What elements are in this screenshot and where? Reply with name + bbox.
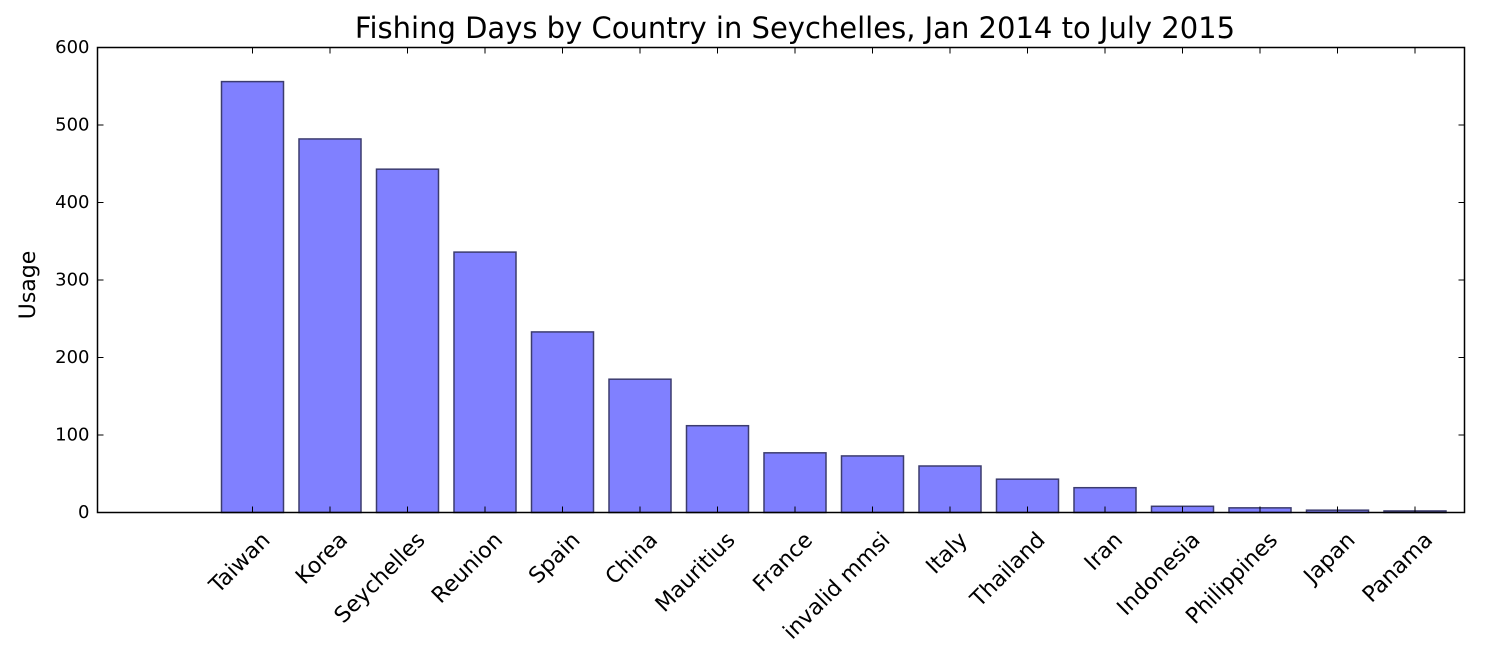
x-tick-label: Japan (1298, 528, 1360, 590)
bar (918, 465, 982, 514)
bar (375, 168, 440, 514)
bar (530, 331, 595, 514)
y-axis-label: Usage (16, 251, 41, 320)
bar (763, 452, 827, 514)
x-tick-label: Italy (922, 528, 973, 579)
bar (608, 378, 672, 514)
y-tick-label: 500 (55, 115, 89, 136)
y-tick-label: 100 (55, 425, 89, 446)
bar (453, 251, 517, 514)
x-tick-label: Thailand (965, 528, 1050, 613)
bars-group (220, 80, 1447, 514)
x-tick-label: Iran (1080, 528, 1128, 576)
bar (840, 455, 905, 514)
x-tick-label: Reunion (427, 528, 508, 609)
x-tick-label: Taiwan (204, 528, 275, 599)
bar (298, 138, 362, 514)
bar (220, 80, 285, 514)
x-tick-label: Spain (524, 528, 585, 589)
plot-frame (96, 46, 1466, 514)
y-tick-label: 400 (55, 192, 89, 213)
x-tick-label: France (749, 528, 818, 597)
y-tick-label: 0 (78, 502, 89, 523)
y-tick-label: 600 (55, 37, 89, 58)
x-tick-label: Mauritius (651, 528, 741, 618)
x-tick-label: China (601, 528, 663, 590)
x-tick-label: Panama (1358, 528, 1438, 608)
bar (685, 424, 750, 514)
x-tick-label: Korea (291, 528, 353, 590)
chart-title: Fishing Days by Country in Seychelles, J… (355, 11, 1235, 45)
y-tick-label: 300 (55, 270, 89, 291)
y-tick-label: 200 (55, 347, 89, 368)
